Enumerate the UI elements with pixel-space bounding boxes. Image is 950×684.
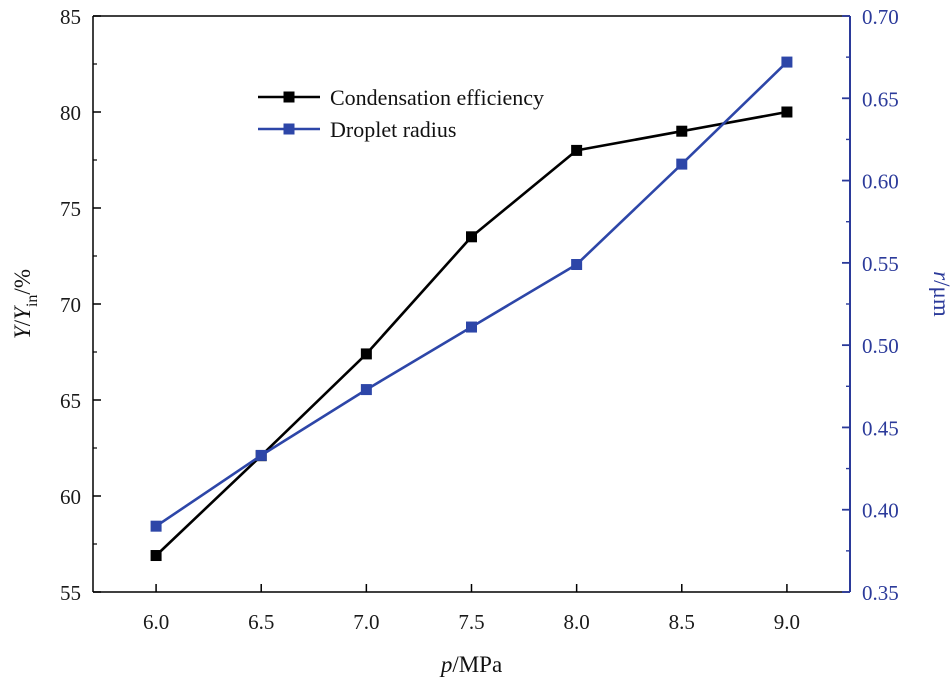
droplet-radius-point [466,321,477,333]
condensation-efficiency-line [155,110,788,557]
droplet-radius-point [255,449,267,461]
droplet-radius-line [155,61,788,528]
x-tick-label: 7.0 [353,610,379,634]
left-y-tick-label: 65 [60,389,81,413]
axis-titles: p/MPa Y/Yin/% r/μm [10,269,950,677]
left-y-axis-title: Y/Yin/% [10,269,41,339]
right-y-tick-label: 0.60 [862,170,899,194]
right-y-tick-label: 0.65 [862,87,899,111]
condensation-efficiency-point [676,125,688,137]
right-y-tick-label: 0.45 [862,416,899,440]
legend-label-droplet-radius: Droplet radius [330,117,456,142]
droplet-radius-point [571,259,583,271]
axes: 6.0 6.5 7.0 7.5 8.0 8.5 9.0 55 60 65 70 75 80 85 0.35 0… [60,5,899,634]
condensation-efficiency-point [781,106,793,118]
right-y-tick-label: 0.70 [862,5,899,29]
right-y-axis-title: r/μm [929,271,950,317]
left-y-tick-label: 75 [60,197,81,221]
right-y-axis-title-text: r/μm [929,271,950,317]
legend: Condensation efficiency Droplet radius [258,85,544,142]
legend-marker-droplet-radius [283,123,295,135]
right-y-tick-label: 0.50 [862,334,899,358]
droplet-radius-point [360,384,372,396]
droplet-radius-point [781,56,793,68]
left-y-tick-label: 55 [60,581,81,605]
condensation-efficiency-point [466,231,477,243]
legend-label-condensation-efficiency: Condensation efficiency [330,85,544,110]
right-y-tick-label: 0.35 [862,581,899,605]
left-y-tick-label: 70 [60,293,81,317]
right-y-tick-label: 0.55 [862,252,899,276]
condensation-efficiency-point [360,348,372,360]
left-y-tick-label: 80 [60,101,81,125]
legend-marker-condensation-efficiency [283,91,295,103]
x-tick-label: 7.5 [458,610,484,634]
left-y-axis-title-text: Y/Yin/% [10,269,41,339]
series-layer [150,56,793,562]
x-tick-label: 6.0 [143,610,169,634]
left-y-tick-label: 85 [60,5,81,29]
condensation-efficiency-point [150,550,162,562]
droplet-radius-point [150,520,162,532]
condensation-efficiency-point [571,144,583,156]
droplet-radius-point [676,158,688,170]
left-y-tick-label: 60 [60,485,81,509]
x-tick-label: 8.0 [564,610,590,634]
x-tick-label: 6.5 [248,610,274,634]
x-axis-title: p/MPa [439,652,502,677]
x-tick-label: 8.5 [669,610,695,634]
x-tick-label: 9.0 [774,610,800,634]
right-y-tick-label: 0.40 [862,499,899,523]
